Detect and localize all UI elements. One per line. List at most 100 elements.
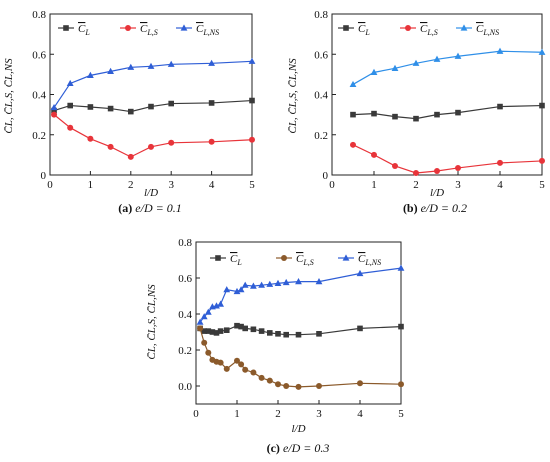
data-point [127, 153, 134, 160]
data-point [242, 366, 249, 373]
data-point [233, 287, 241, 295]
y-tick-label: 0.8 [314, 9, 328, 21]
legend-marker [281, 255, 287, 261]
data-point [213, 302, 220, 309]
y-tick-label: 0.2 [314, 130, 328, 142]
x-axis-label: l/D [291, 423, 305, 435]
data-point [223, 286, 231, 293]
data-point [413, 115, 419, 122]
data-point [250, 326, 257, 333]
data-point [127, 63, 135, 70]
legend-marker [343, 25, 349, 31]
legend-entry: CL [338, 23, 370, 37]
data-point [434, 167, 440, 174]
legend-marker [125, 25, 131, 31]
y-tick-label: 0.4 [314, 90, 328, 102]
data-point [107, 67, 114, 74]
data-point [107, 105, 114, 112]
y-axis-label: C̄L, C̄L,S, C̄L,NS [287, 58, 299, 134]
data-point [538, 48, 546, 55]
data-point [67, 102, 73, 109]
data-point [234, 322, 240, 329]
x-tick-label: 5 [249, 179, 255, 191]
data-point [51, 107, 57, 114]
legend-label: CL,S [296, 253, 314, 267]
data-point [217, 300, 224, 307]
y-tick-label: 0 [323, 170, 329, 182]
y-tick-label: 0.8 [32, 9, 46, 21]
series-3 [50, 57, 256, 111]
x-tick-label: 1 [234, 408, 240, 420]
data-point [87, 71, 94, 78]
series-1 [51, 97, 255, 115]
series-line [352, 144, 543, 174]
data-point [350, 111, 356, 118]
x-tick-label: 5 [398, 408, 404, 420]
data-point [371, 110, 377, 117]
chart-panel-1: 0 1 2 3 4 5 0 0.2 0.4 0.6 0.8 l/D C̄L, C̄L,S, C̄L,NS… [3, 9, 256, 215]
y-axis-label: C̄L, C̄L,S, C̄L,NS [146, 284, 158, 360]
x-tick-label: 2 [128, 179, 134, 191]
x-tick-label: 4 [357, 408, 363, 420]
panel-caption: (a) e/D = 0.1 [118, 201, 181, 215]
data-point [66, 79, 74, 87]
series-1 [350, 102, 545, 122]
legend-entry: CL,NS [456, 23, 499, 37]
data-point [249, 136, 255, 143]
legend-entry: CL,S [276, 253, 314, 267]
data-point [295, 331, 302, 338]
y-tick-label: 0 [41, 170, 47, 182]
series-2 [51, 111, 255, 160]
data-point [234, 357, 240, 364]
data-point [258, 328, 265, 334]
data-point [208, 100, 215, 106]
data-point [370, 68, 378, 75]
data-point [197, 325, 204, 332]
data-point [497, 159, 503, 166]
data-point [205, 328, 212, 334]
data-point [242, 325, 248, 332]
data-point [250, 369, 257, 376]
data-point [200, 313, 208, 320]
data-point [238, 361, 245, 368]
y-tick-label: 0.2 [32, 130, 46, 142]
x-tick-label: 2 [275, 408, 281, 420]
y-tick-label: 0.4 [32, 90, 46, 102]
x-tick-label: 5 [539, 179, 545, 191]
legend-entry: CL,NS [176, 23, 219, 37]
data-point [412, 59, 420, 66]
data-point [258, 374, 265, 381]
data-point [50, 103, 58, 111]
legend-marker [180, 24, 188, 31]
data-point [67, 124, 74, 131]
data-point [217, 328, 224, 334]
data-point [147, 62, 155, 69]
data-point [371, 151, 377, 158]
data-point [434, 111, 440, 118]
data-point [275, 331, 281, 337]
y-tick-label: 0.0 [178, 381, 192, 393]
data-point [274, 279, 282, 286]
data-point [258, 281, 265, 288]
legend-entry: CL [210, 253, 242, 267]
data-point [128, 108, 134, 115]
legend-marker [342, 254, 350, 261]
legend-label: CL [78, 23, 90, 37]
data-point [539, 157, 545, 164]
legend-label: CL [358, 23, 370, 37]
data-point [217, 359, 224, 366]
data-point [316, 331, 322, 337]
y-tick-label: 0.6 [314, 49, 328, 61]
data-point [497, 103, 503, 110]
x-axis-label: l/D [430, 187, 444, 199]
data-point [204, 308, 212, 315]
x-tick-label: 3 [455, 179, 461, 191]
y-axis-label: C̄L, C̄L,S, C̄L,NS [3, 58, 15, 134]
data-point [266, 280, 274, 287]
data-point [392, 113, 398, 120]
data-point [249, 97, 255, 104]
x-tick-label: 4 [209, 179, 215, 191]
data-point [539, 102, 545, 109]
y-tick-label: 0.2 [178, 345, 192, 357]
data-point [196, 318, 204, 325]
